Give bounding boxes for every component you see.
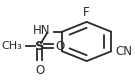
Text: CH₃: CH₃ bbox=[1, 41, 22, 51]
Text: S: S bbox=[35, 40, 45, 53]
Text: F: F bbox=[83, 6, 90, 19]
Text: O: O bbox=[55, 40, 64, 53]
Text: CN: CN bbox=[115, 45, 132, 58]
Text: O: O bbox=[35, 64, 44, 77]
Text: HN: HN bbox=[33, 24, 50, 37]
